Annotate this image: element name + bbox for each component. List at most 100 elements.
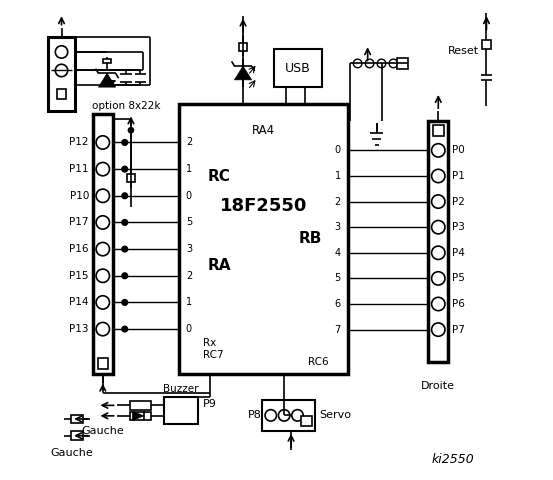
Circle shape (431, 323, 445, 336)
Bar (130, 401, 151, 409)
Text: P13: P13 (70, 324, 89, 334)
Text: P3: P3 (452, 222, 465, 232)
Bar (97, 359, 108, 369)
Circle shape (377, 59, 386, 68)
Polygon shape (132, 411, 144, 420)
Text: 4: 4 (335, 248, 341, 258)
Circle shape (431, 220, 445, 234)
Bar (71, 415, 83, 423)
Text: P8: P8 (248, 410, 262, 420)
Bar (71, 432, 83, 440)
Circle shape (122, 300, 128, 305)
Text: 5: 5 (335, 274, 341, 283)
Circle shape (96, 189, 109, 203)
Text: P0: P0 (452, 145, 465, 156)
Circle shape (431, 144, 445, 157)
Circle shape (55, 64, 67, 77)
Circle shape (96, 323, 109, 336)
Circle shape (389, 59, 398, 68)
Text: Gauche: Gauche (81, 426, 124, 436)
Circle shape (96, 136, 109, 149)
Text: P17: P17 (70, 217, 89, 228)
Text: P14: P14 (70, 298, 89, 307)
Bar (262, 400, 315, 431)
Circle shape (431, 169, 445, 183)
Polygon shape (234, 66, 252, 80)
Circle shape (96, 216, 109, 229)
Bar (428, 120, 448, 362)
Bar (274, 49, 322, 87)
Bar (130, 411, 151, 420)
Text: RA: RA (207, 258, 231, 273)
Text: 0: 0 (186, 191, 192, 201)
Circle shape (353, 59, 362, 68)
Circle shape (122, 166, 128, 172)
Text: option 8x22k: option 8x22k (92, 101, 160, 111)
Text: 5: 5 (186, 217, 192, 228)
Text: RC6: RC6 (307, 357, 328, 367)
Text: 1: 1 (186, 298, 192, 307)
Text: 2: 2 (186, 137, 192, 147)
Circle shape (122, 246, 128, 252)
Text: RC7: RC7 (202, 350, 223, 360)
Text: USB: USB (285, 62, 311, 75)
Text: 0: 0 (335, 145, 341, 156)
Circle shape (292, 409, 303, 421)
Bar (49, 37, 75, 111)
Text: 2: 2 (186, 271, 192, 281)
Circle shape (265, 409, 276, 421)
Bar (57, 89, 66, 98)
Text: P5: P5 (452, 274, 465, 283)
Circle shape (278, 409, 290, 421)
Bar (301, 416, 312, 426)
Bar (433, 125, 444, 136)
Text: 18F2550: 18F2550 (220, 197, 307, 216)
Text: P10: P10 (70, 191, 89, 201)
Bar (93, 114, 113, 373)
Text: Rx: Rx (202, 337, 216, 348)
Circle shape (431, 246, 445, 260)
Bar (239, 43, 247, 50)
Text: Gauche: Gauche (50, 447, 93, 457)
Text: Buzzer: Buzzer (163, 384, 199, 394)
Text: ki2550: ki2550 (432, 453, 474, 466)
Circle shape (122, 219, 128, 225)
Text: Droite: Droite (421, 381, 455, 391)
Text: 3: 3 (186, 244, 192, 254)
Text: 0: 0 (186, 324, 192, 334)
Text: P7: P7 (452, 324, 465, 335)
Bar (164, 397, 198, 424)
Text: RB: RB (299, 231, 322, 246)
Circle shape (96, 296, 109, 309)
Circle shape (431, 272, 445, 285)
Text: P1: P1 (452, 171, 465, 181)
Circle shape (96, 269, 109, 282)
Circle shape (122, 193, 128, 199)
Text: P9: P9 (202, 399, 216, 409)
Text: Reset: Reset (448, 47, 479, 57)
Text: P2: P2 (452, 197, 465, 206)
Text: 1: 1 (335, 171, 341, 181)
Text: 7: 7 (335, 324, 341, 335)
Polygon shape (98, 73, 116, 87)
Circle shape (55, 46, 67, 58)
Circle shape (96, 162, 109, 176)
Circle shape (96, 242, 109, 256)
Text: Servo: Servo (320, 410, 352, 420)
Text: P12: P12 (70, 137, 89, 147)
Text: 6: 6 (335, 299, 341, 309)
Circle shape (431, 297, 445, 311)
Text: P4: P4 (452, 248, 465, 258)
Text: P11: P11 (70, 164, 89, 174)
Text: 1: 1 (186, 164, 192, 174)
Circle shape (128, 127, 134, 133)
Bar (179, 104, 348, 373)
Bar (103, 60, 111, 63)
Circle shape (122, 326, 128, 332)
Text: P6: P6 (452, 299, 465, 309)
Text: RA4: RA4 (252, 124, 275, 137)
Text: 3: 3 (335, 222, 341, 232)
Text: P16: P16 (70, 244, 89, 254)
Bar (482, 39, 491, 49)
Text: 2: 2 (335, 197, 341, 206)
